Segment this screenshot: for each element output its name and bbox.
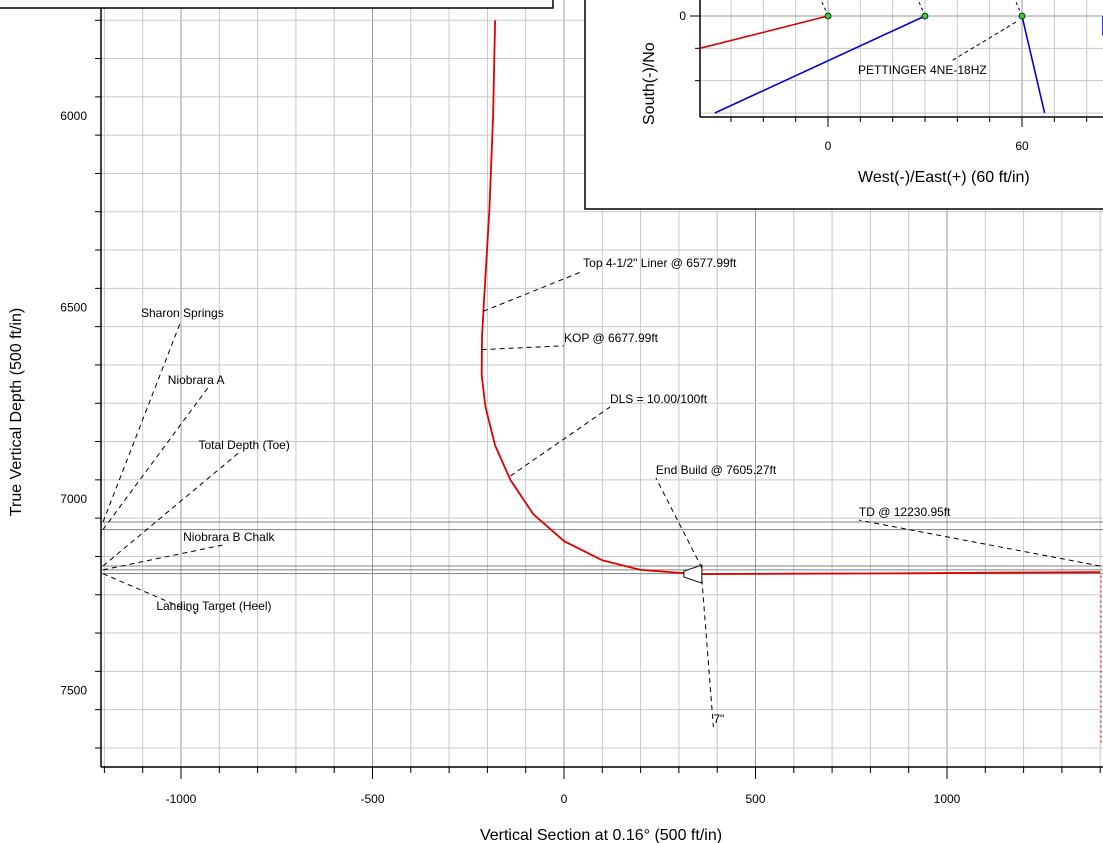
- annotation-label: DLS = 10.00/100ft: [610, 392, 708, 406]
- casing-marker: [683, 564, 703, 584]
- annotations: Top 4-1/2" Liner @ 6577.99ft KOP @ 6677.9…: [102, 256, 1101, 727]
- casing-shoe-icon: [683, 564, 703, 584]
- inset-label-leader: [950, 21, 1017, 62]
- annotation-label: 7": [713, 712, 724, 726]
- annotation-label: Niobrara A: [168, 373, 225, 387]
- leader-line: [510, 406, 611, 477]
- leader-line: [483, 270, 584, 312]
- leader-line: [102, 320, 182, 523]
- inset-x-tick-label: 0: [825, 139, 832, 153]
- annotation-label: TD @ 12230.95ft: [859, 505, 951, 519]
- inset-well-line: [699, 15, 829, 50]
- x-tick-label: 0: [561, 792, 568, 806]
- inset-well-line: [714, 15, 926, 114]
- x-axis-title: Vertical Section at 0.16° (500 ft/in): [480, 827, 722, 843]
- x-tick-label: -500: [360, 792, 384, 806]
- inset-x-tick-label: 60: [1015, 139, 1029, 153]
- top-left-box: [0, 0, 554, 9]
- annotation-label: End Build @ 7605.27ft: [656, 463, 777, 477]
- leader-line: [655, 477, 703, 569]
- inset-frame: [584, 0, 1103, 210]
- surface-location-marker: [824, 12, 832, 20]
- grid: [101, 0, 1103, 767]
- x-tick-label: 500: [745, 792, 765, 806]
- leader-line: [102, 387, 209, 530]
- inset-y-axis-title: South(-)/No: [641, 42, 658, 125]
- y-tick-label: 7500: [60, 684, 87, 698]
- wellbore-line: [480, 20, 1101, 576]
- y-axis-title: True Vertical Depth (500 ft/in): [8, 308, 25, 516]
- leader-line: [481, 345, 565, 351]
- surface-location-marker: [1018, 12, 1026, 20]
- annotation-label: Top 4-1/2" Liner @ 6577.99ft: [583, 256, 737, 270]
- x-tick-label: 1000: [934, 792, 961, 806]
- leader-line: [858, 519, 1101, 567]
- annotation-label: Total Depth (Toe): [198, 438, 289, 452]
- x-tick-label: -1000: [166, 792, 197, 806]
- leader-line: [102, 544, 224, 571]
- legend-box: [0, 0, 554, 9]
- leader-line: [102, 452, 239, 567]
- surface-location-marker: [921, 12, 929, 20]
- leader-line: [102, 573, 197, 615]
- plan-view-inset: PETTINGER 4NE-18HZ 0 60 0 West(-)/East(+) (6…: [584, 0, 1103, 210]
- annotation-label: Landing Target (Heel): [156, 599, 271, 613]
- annotation-label: KOP @ 6677.99ft: [564, 331, 659, 345]
- inset-y-tick-label: 0: [679, 9, 686, 23]
- y-tick-label: 6500: [60, 301, 87, 315]
- annotation-label: Sharon Springs: [141, 306, 224, 320]
- inset-well-line: [1021, 15, 1046, 114]
- y-tick-label: 6000: [60, 109, 87, 123]
- annotation-label: Niobrara B Chalk: [183, 530, 275, 544]
- wellbore-path: [480, 20, 1102, 745]
- leader-line: [701, 579, 714, 727]
- inset-x-axis-title: West(-)/East(+) (60 ft/in): [858, 169, 1030, 186]
- y-tick-label: 7000: [60, 492, 87, 506]
- inset-well-label: PETTINGER 4NE-18HZ: [858, 63, 987, 77]
